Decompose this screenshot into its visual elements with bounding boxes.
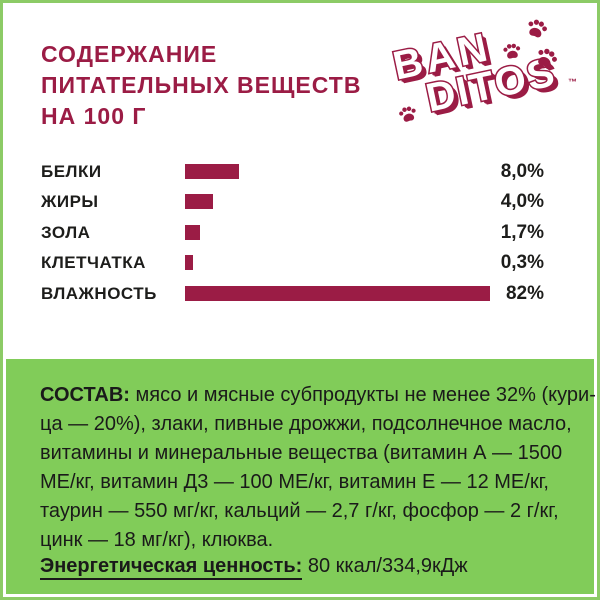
bar-value: 1,7% — [500, 222, 544, 243]
title-line-3: НА 100 Г — [41, 103, 147, 129]
bar-value: 82% — [505, 283, 544, 304]
title-line-2: ПИТАТЕЛЬНЫХ ВЕЩЕСТВ — [41, 72, 362, 98]
chart-row-proteins: БЕЛКИ 8,0% — [41, 157, 544, 187]
composition-section: СОСТАВ: мясо и мясные субпродукты не мен… — [6, 359, 596, 594]
composition-label: СОСТАВ: — [40, 384, 130, 406]
composition-line: МЕ/кг, витамин Д3 — 100 МЕ/кг, витамин Е… — [40, 471, 549, 493]
paw-print-icon — [522, 15, 551, 44]
page-title: СОДЕРЖАНИЕ ПИТАТЕЛЬНЫХ ВЕЩЕСТВ НА 100 Г — [41, 39, 361, 132]
bar-value: 8,0% — [500, 161, 544, 182]
bar — [185, 164, 239, 179]
chart-row-fiber: КЛЕТЧАТКА 0,3% — [41, 248, 544, 278]
composition-line-text: мясо и мясные субпродукты не менее 32% (… — [135, 384, 596, 406]
bar — [185, 225, 200, 240]
chart-row-moisture: ВЛАЖНОСТЬ 82% — [41, 279, 544, 309]
logo-text-ditos: DITOS — [421, 49, 562, 122]
bar — [185, 194, 213, 209]
logo-text-ban: BAN — [388, 23, 497, 90]
bar-label: ВЛАЖНОСТЬ — [41, 284, 157, 303]
composition-line: таурин — 550 мг/кг, кальций — 2,7 г/кг, … — [40, 500, 559, 522]
composition-line: цинк — 18 мг/кг), клюква. — [40, 529, 274, 551]
composition-text: СОСТАВ: мясо и мясные субпродукты не мен… — [40, 381, 596, 555]
paw-print-icon — [530, 43, 562, 75]
bar-label: КЛЕТЧАТКА — [41, 253, 146, 272]
energy-label: Энергетическая ценность: — [40, 555, 303, 580]
composition-line: витамины и минеральные вещества (витамин… — [40, 442, 563, 464]
bar-value: 0,3% — [500, 252, 544, 273]
energy-value: 80 ккал/334,9кДж — [302, 555, 468, 577]
chart-row-ash: ЗОЛА 1,7% — [41, 218, 544, 248]
energy-line: Энергетическая ценность: 80 ккал/334,9кД… — [40, 555, 468, 580]
bar — [185, 255, 193, 270]
composition-line: ца — 20%), злаки, пивные дрожжи, подсолн… — [40, 413, 572, 435]
bar-label: ЗОЛА — [41, 223, 91, 242]
composition-line: СОСТАВ: мясо и мясные субпродукты не мен… — [40, 381, 596, 410]
paw-print-icon — [501, 41, 524, 64]
bar — [185, 286, 490, 301]
bar-label: БЕЛКИ — [41, 162, 102, 181]
bar-label: ЖИРЫ — [41, 192, 99, 211]
bar-value: 4,0% — [500, 191, 544, 212]
title-line-1: СОДЕРЖАНИЕ — [41, 41, 218, 67]
trademark-symbol: ™ — [568, 77, 577, 87]
chart-row-fats: ЖИРЫ 4,0% — [41, 187, 544, 217]
paw-print-icon — [396, 103, 420, 127]
